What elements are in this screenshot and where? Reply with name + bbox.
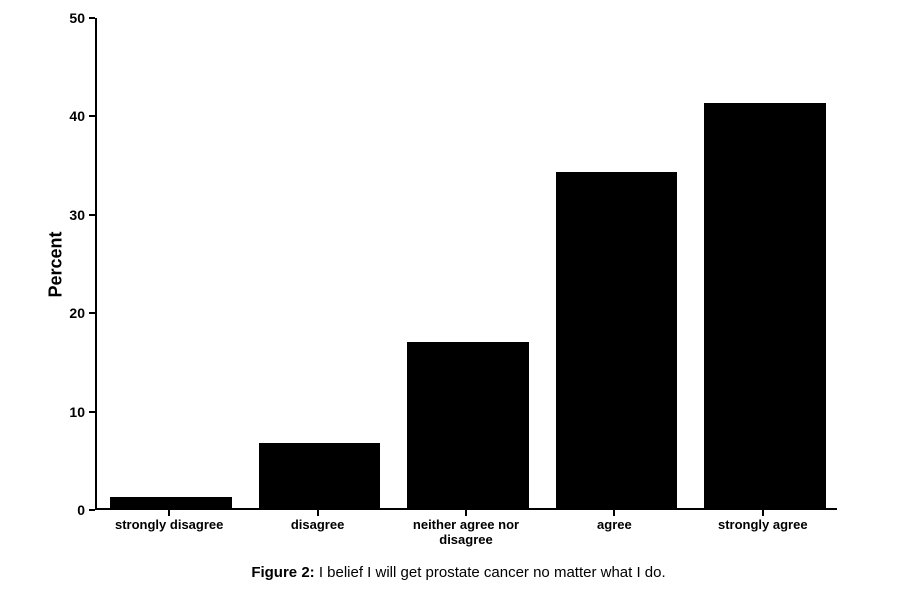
x-tick-label: agree (540, 518, 688, 533)
x-tick-mark (317, 510, 319, 516)
figure-caption: Figure 2: I belief I will get prostate c… (0, 564, 917, 581)
x-tick-mark (762, 510, 764, 516)
x-tick-mark (465, 510, 467, 516)
x-tick-label: disagree (243, 518, 391, 533)
y-tick-mark (89, 17, 95, 19)
bar (556, 172, 678, 508)
figure-caption-text: I belief I will get prostate cancer no m… (315, 564, 666, 581)
bar (407, 342, 529, 508)
bar (259, 443, 381, 508)
x-tick-mark (168, 510, 170, 516)
y-tick-mark (89, 214, 95, 216)
x-tick-mark (613, 510, 615, 516)
y-tick-label: 0 (37, 502, 85, 518)
y-axis-label: Percent (46, 231, 67, 297)
y-tick-mark (89, 115, 95, 117)
y-tick-label: 40 (37, 108, 85, 124)
x-tick-label: neither agree nor disagree (392, 518, 540, 548)
bar-chart: Percent Figure 2: I belief I will get pr… (0, 0, 917, 591)
x-tick-label: strongly agree (689, 518, 837, 533)
bar (704, 103, 826, 508)
y-tick-mark (89, 509, 95, 511)
y-tick-label: 10 (37, 404, 85, 420)
y-tick-label: 20 (37, 305, 85, 321)
x-tick-label: strongly disagree (95, 518, 243, 533)
y-tick-label: 50 (37, 10, 85, 26)
bar (110, 497, 232, 508)
y-tick-mark (89, 411, 95, 413)
figure-label: Figure 2: (251, 564, 314, 581)
y-tick-mark (89, 312, 95, 314)
y-tick-label: 30 (37, 207, 85, 223)
plot-area (95, 18, 837, 510)
